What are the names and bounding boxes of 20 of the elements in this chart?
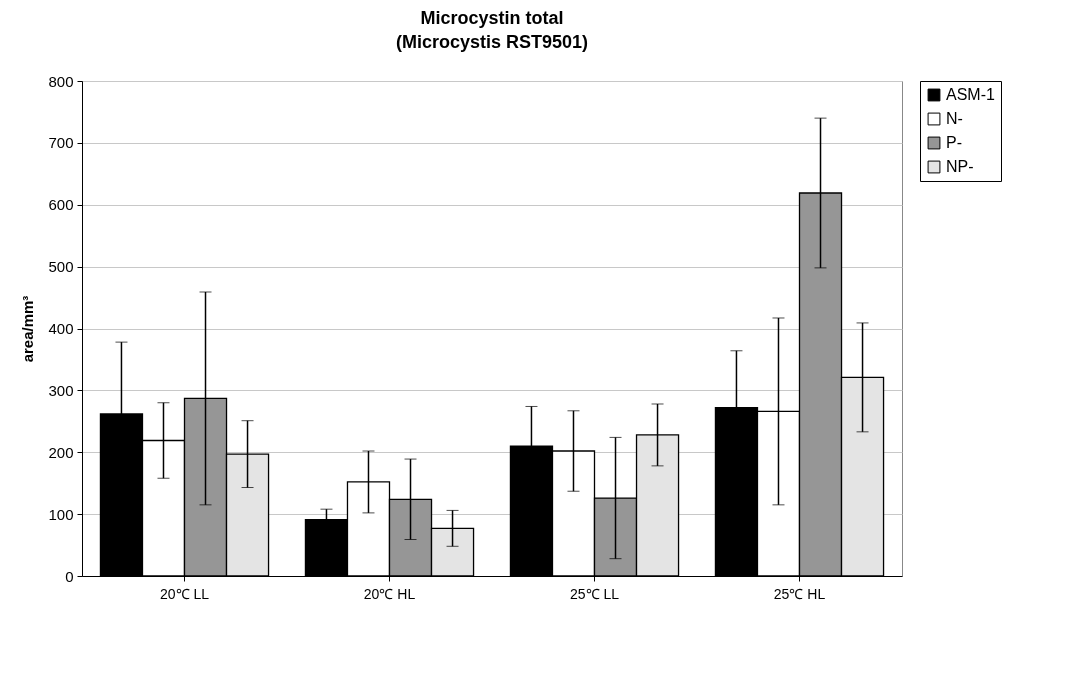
legend-label: N-	[946, 110, 963, 127]
y-tick-label: 600	[48, 196, 74, 214]
x-tick-label: 25℃ LL	[569, 585, 620, 602]
y-tick-label: 100	[48, 505, 74, 523]
y-tick-label: 700	[48, 134, 74, 152]
y-tick-label: 0	[65, 567, 74, 585]
y-tick-label: 300	[48, 381, 74, 399]
y-tick-label: 400	[48, 320, 74, 337]
y-axis-title: area/mm³	[19, 295, 37, 363]
y-tick-label: 500	[48, 258, 74, 276]
legend-label: P-	[946, 134, 962, 151]
x-tick-label: 20℃ HL	[363, 585, 416, 602]
chart-subtitle: (Microcystis RST9501)	[395, 32, 589, 52]
chart-title: Microcystin total	[420, 8, 564, 28]
x-tick-label: 25℃ HL	[773, 585, 826, 602]
y-tick-label: 800	[48, 72, 74, 90]
legend-label: ASM-1	[946, 86, 995, 103]
legend-label: NP-	[946, 158, 974, 175]
x-tick-label: 20℃ LL	[159, 585, 210, 602]
y-tick-label: 200	[48, 443, 74, 461]
